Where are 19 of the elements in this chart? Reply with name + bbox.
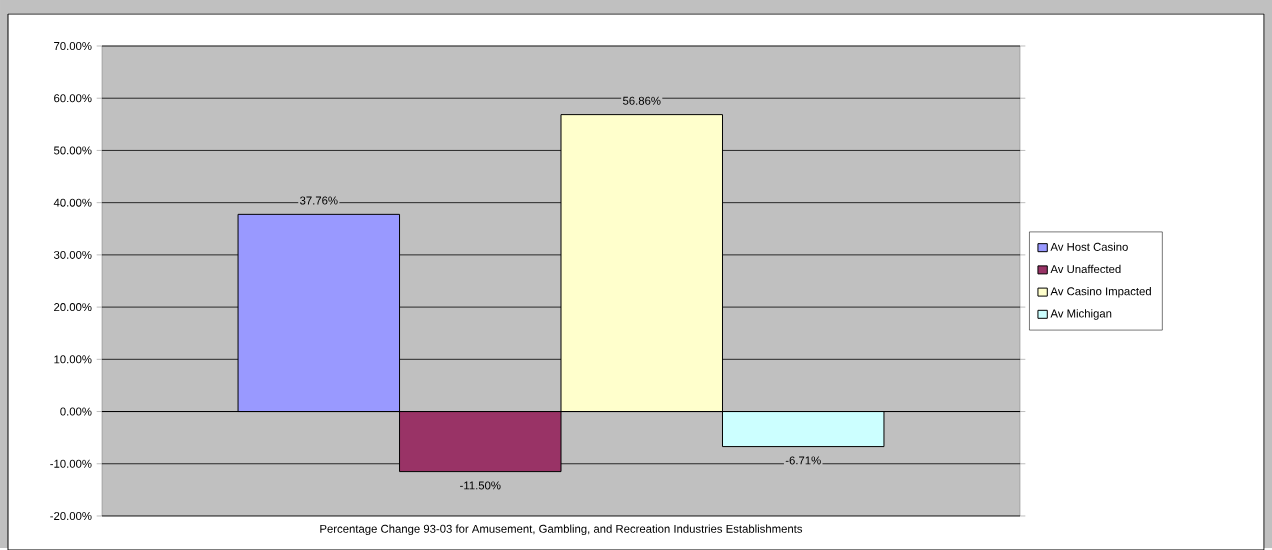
data-label: -6.71% bbox=[785, 456, 821, 465]
y-tick-label: 0.00% bbox=[60, 407, 92, 416]
data-label: -11.50% bbox=[460, 481, 501, 490]
legend-label: Av Unaffected bbox=[1050, 264, 1121, 273]
data-label: 37.76% bbox=[300, 196, 338, 205]
y-tick-label: 30.00% bbox=[53, 250, 92, 259]
legend-label: Av Michigan bbox=[1050, 308, 1112, 320]
y-tick-label: 70.00% bbox=[54, 41, 92, 50]
y-tick-label: 60.00% bbox=[54, 93, 92, 102]
legend-label: Av Casino Impacted bbox=[1050, 286, 1151, 298]
legend-label: Av Host Casino bbox=[1050, 242, 1128, 251]
y-tick-label: -10.00% bbox=[50, 459, 92, 468]
x-axis-title: Percentage Change 93-03 for Amusement, Gambling, and Recreation Industries Establishments bbox=[320, 524, 803, 535]
y-tick-label: 40.00% bbox=[53, 198, 92, 207]
y-tick-label: 20.00% bbox=[54, 302, 92, 311]
y-tick-label: 50.00% bbox=[53, 146, 92, 155]
y-tick-label: 10.00% bbox=[54, 355, 92, 364]
y-tick-label: -20.00% bbox=[50, 511, 92, 520]
data-label: 56.86% bbox=[622, 96, 661, 105]
